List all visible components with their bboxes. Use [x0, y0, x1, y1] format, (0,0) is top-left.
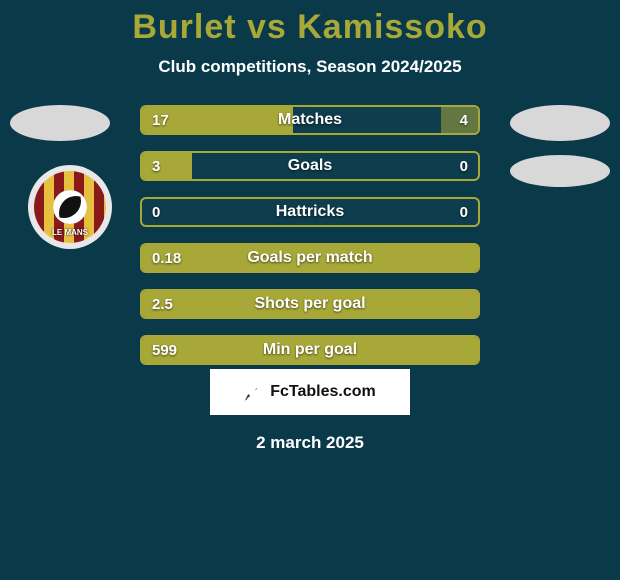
subtitle: Club competitions, Season 2024/2025 [0, 57, 620, 77]
player-right-avatar-placeholder-1 [510, 105, 610, 141]
bar-label: Goals [142, 153, 478, 179]
chart-icon [244, 382, 264, 402]
bar-label: Min per goal [142, 337, 478, 363]
bar-row: 2.5Shots per goal [140, 289, 480, 319]
bar-label: Hattricks [142, 199, 478, 225]
bar-row: 0.18Goals per match [140, 243, 480, 273]
player-left-avatar-placeholder [10, 105, 110, 141]
bar-label: Shots per goal [142, 291, 478, 317]
root: Burlet vs Kamissoko Club competitions, S… [0, 0, 620, 453]
bar-row: 00Hattricks [140, 197, 480, 227]
date-label: 2 march 2025 [0, 433, 620, 453]
soccer-ball-icon [53, 190, 87, 224]
player-right-avatar-placeholder-2 [510, 155, 610, 187]
bars-container: 174Matches 30Goals 00Hattricks 0.18Goals pe… [140, 105, 480, 381]
bar-row: 174Matches [140, 105, 480, 135]
club-badge: LE MANS [28, 165, 112, 249]
page-title: Burlet vs Kamissoko [0, 8, 620, 47]
club-badge-stripes: LE MANS [34, 171, 106, 243]
bar-row: 30Goals [140, 151, 480, 181]
branding-text: FcTables.com [270, 383, 376, 401]
club-badge-text: LE MANS [52, 228, 88, 237]
bar-row: 599Min per goal [140, 335, 480, 365]
bar-label: Matches [142, 107, 478, 133]
bar-label: Goals per match [142, 245, 478, 271]
